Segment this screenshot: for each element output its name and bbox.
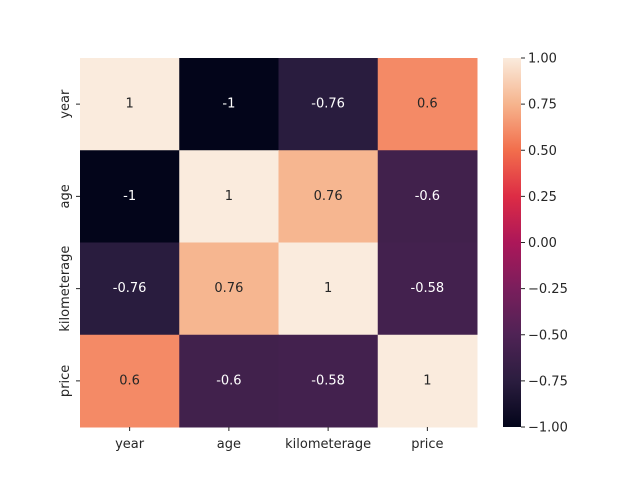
heatmap-cell (377, 58, 478, 151)
heatmap-cell (179, 58, 279, 151)
heatmap-cell (179, 242, 279, 336)
x-tick-label: price (411, 437, 443, 452)
y-tick-label: kilometerage (58, 246, 73, 332)
x-tick-label: year (115, 437, 145, 452)
cell-annotation: -1 (123, 189, 136, 204)
cell-annotation: 0.6 (119, 373, 140, 388)
y-tick-label: year (58, 89, 73, 119)
cell-annotation: -1 (222, 97, 235, 112)
cell-annotation: -0.76 (311, 97, 345, 112)
heatmap-cell (278, 242, 379, 336)
cell-annotation: -0.76 (113, 281, 147, 296)
cell-annotation: 1 (125, 97, 133, 112)
heatmap-cell (377, 334, 478, 428)
heatmap-cell (278, 150, 379, 243)
x-tick-label: age (217, 437, 241, 452)
heatmap-cell (179, 150, 279, 243)
cell-annotation: 0.6 (417, 97, 438, 112)
y-tick-label: price (58, 365, 73, 397)
cell-annotation: 0.76 (314, 189, 343, 204)
colorbar-tick-label: −1.00 (528, 421, 568, 436)
cell-annotation: -0.58 (411, 281, 445, 296)
heatmap-cell (179, 334, 279, 428)
heatmap-cell (377, 150, 478, 243)
heatmap-annotations: 1 -1 -0.76 0.6 -1 1 0.76 -0.6 -0.76 0.76 1 -0.58 0.6… (113, 97, 444, 389)
heatmap-cell (80, 242, 180, 336)
colorbar-gradient (503, 58, 521, 427)
x-axis: year age kilometerage price (115, 427, 444, 452)
cell-annotation: 1 (225, 189, 233, 204)
y-tick-label: age (58, 184, 73, 208)
colorbar-tick-label: 0.25 (528, 190, 557, 205)
colorbar-tick-label: 1.00 (528, 52, 557, 67)
cell-annotation: 0.76 (214, 281, 243, 296)
heatmap-cells (80, 58, 478, 428)
colorbar: 1.00 0.75 0.50 0.25 0.00 −0.25 −0.50 −0.75 −1.00 (503, 52, 568, 436)
heatmap-cell (80, 334, 180, 428)
x-tick-label: kilometerage (285, 437, 371, 452)
cell-annotation: -0.6 (415, 189, 440, 204)
cell-annotation: 1 (324, 281, 332, 296)
y-axis: year age kilometerage price (58, 89, 80, 397)
heatmap-cell (278, 334, 379, 428)
colorbar-tick-label: −0.25 (528, 282, 568, 297)
colorbar-tick-label: −0.50 (528, 328, 568, 343)
cell-annotation: -0.58 (311, 373, 345, 388)
colorbar-tick-label: −0.75 (528, 374, 568, 389)
colorbar-tick-label: 0.50 (528, 144, 557, 159)
colorbar-tick-label: 0.75 (528, 98, 557, 113)
heatmap-cell (80, 58, 180, 151)
cell-annotation: -0.6 (216, 373, 241, 388)
heatmap-cell (278, 58, 379, 151)
colorbar-tick-label: 0.00 (528, 236, 557, 251)
cell-annotation: 1 (423, 373, 431, 388)
heatmap-cell (80, 150, 180, 243)
heatmap-cell (377, 242, 478, 336)
